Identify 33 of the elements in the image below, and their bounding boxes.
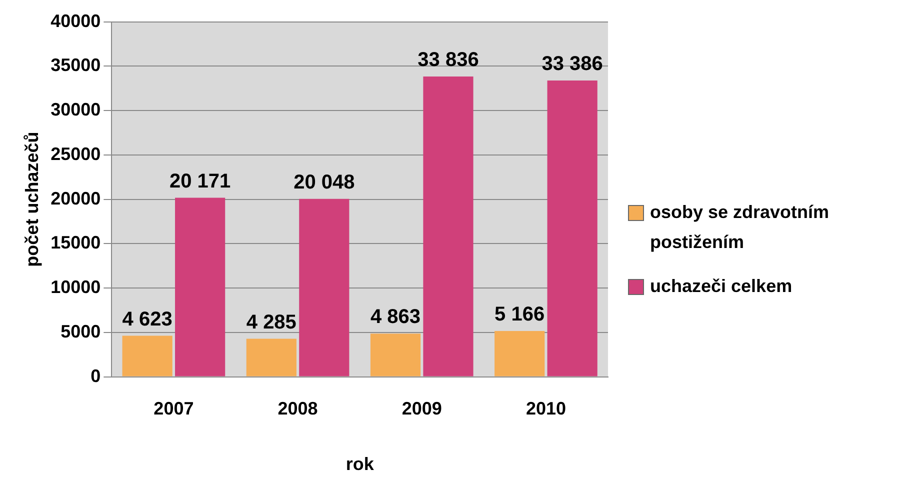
y-tick-label: 30000 — [50, 100, 101, 120]
y-tick-label: 15000 — [50, 232, 101, 253]
data-label: 20 171 — [169, 170, 231, 192]
bar — [246, 338, 296, 376]
y-tick-label: 25000 — [50, 144, 101, 164]
data-label: 4 623 — [122, 308, 172, 330]
y-tick-label: 40000 — [50, 10, 101, 31]
data-label: 4 285 — [246, 311, 296, 334]
x-tick-label: 2009 — [402, 398, 442, 419]
data-label: 33 836 — [418, 49, 479, 72]
x-tick-label: 2007 — [154, 398, 194, 419]
y-tick-label: 0 — [90, 366, 101, 386]
legend-label: uchazeči celkem — [650, 275, 792, 298]
y-tick-label: 10000 — [50, 277, 101, 298]
bar — [299, 198, 350, 376]
bar — [175, 198, 226, 376]
data-label: 4 863 — [370, 306, 421, 328]
x-tick-label: 2008 — [278, 398, 318, 419]
bar — [423, 76, 474, 376]
y-axis-title: počet uchazečů — [22, 132, 42, 267]
bar — [370, 334, 421, 376]
data-label: 5 166 — [494, 303, 545, 326]
x-axis-title: rok — [346, 454, 375, 474]
data-label: 33 386 — [542, 53, 603, 76]
y-tick-label: 35000 — [50, 55, 101, 76]
legend-label: osoby se zdravotním postižením — [650, 201, 830, 254]
y-tick-label: 20000 — [50, 188, 101, 208]
bar — [547, 80, 598, 376]
data-label: 20 048 — [294, 171, 355, 194]
y-tick-label: 5000 — [60, 321, 101, 342]
bar — [494, 330, 545, 376]
bar — [122, 336, 172, 376]
x-tick-label: 2010 — [526, 398, 566, 419]
